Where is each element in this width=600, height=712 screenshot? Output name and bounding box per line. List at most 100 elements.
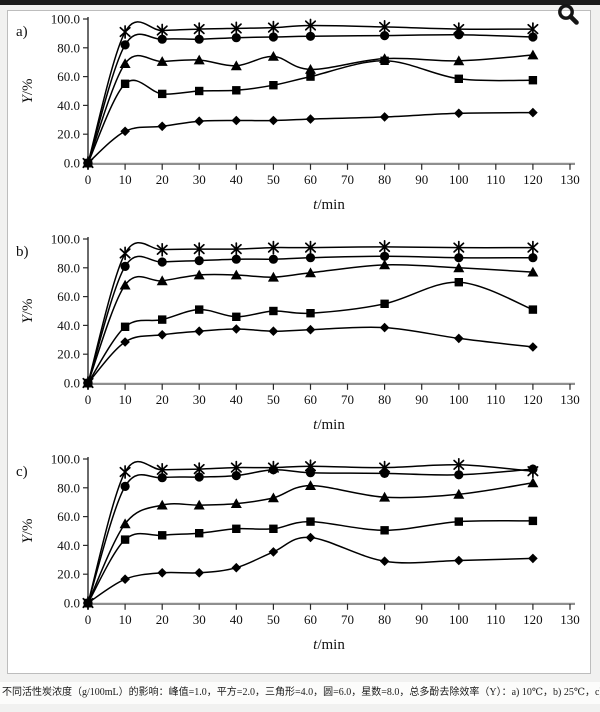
x-tick-label: 110: [486, 172, 505, 187]
zoom-icon[interactable]: [552, 1, 584, 31]
series-markers-diamond: [83, 107, 538, 168]
y-axis-label: Y/%: [20, 78, 36, 103]
y-tick-label: 20.0: [57, 347, 80, 362]
series-line-star: [87, 460, 533, 604]
x-axis-label: t/min: [313, 197, 345, 213]
x-tick-label: 130: [560, 172, 580, 187]
y-tick-label: 0.0: [64, 376, 80, 391]
series-line-square: [87, 60, 533, 164]
x-tick-label: 100: [449, 612, 469, 627]
series-markers-diamond: [83, 322, 538, 388]
x-tick-label: 50: [267, 612, 280, 627]
figure-panel: 0 10 20 30 40 50 60 70 80 90 100 110 120 130 0.0 20.0 40…: [7, 10, 591, 674]
x-tick-label: 110: [486, 392, 505, 407]
chart-c: 0 10 20 30 40 50 60 70 80 90 100 110 120 130 0.0 20.0 40…: [8, 451, 590, 671]
x-tick-label: 0: [85, 392, 92, 407]
x-tick-label: 60: [304, 172, 317, 187]
x-tick-label: 20: [156, 172, 169, 187]
series-markers-diamond: [83, 532, 538, 608]
x-tick-label: 40: [230, 612, 243, 627]
series-line-diamond: [87, 536, 533, 604]
panel-label: c): [16, 464, 28, 480]
x-tick-label: 90: [415, 612, 428, 627]
series-line-triangle: [87, 482, 534, 604]
x-tick-label: 90: [415, 172, 428, 187]
x-tick-label: 10: [119, 172, 132, 187]
series-markers-star: [82, 240, 539, 390]
x-tick-label: 10: [119, 392, 132, 407]
x-tick-label: 130: [560, 392, 580, 407]
chart-b: 0 10 20 30 40 50 60 70 80 90 100 110 120 130 0.0 20.0 40…: [8, 231, 590, 451]
x-tick-label: 30: [193, 172, 206, 187]
y-tick-label: 20.0: [57, 127, 80, 142]
x-tick-label: 90: [415, 392, 428, 407]
chart-svg-b): 0 10 20 30 40 50 60 70 80 90 100 110 120 130 0.0 20.0 40…: [16, 232, 580, 434]
series-line-star: [87, 241, 533, 384]
y-tick-label: 60.0: [57, 289, 80, 304]
x-axis-label: t/min: [313, 417, 345, 433]
x-tick-label: 80: [378, 612, 391, 627]
y-axis-label: Y/%: [20, 298, 36, 323]
x-tick-label: 80: [378, 172, 391, 187]
x-tick-label: 0: [85, 172, 92, 187]
x-tick-label: 70: [341, 172, 354, 187]
series-line-triangle: [87, 54, 533, 164]
x-tick-label: 40: [230, 172, 243, 187]
series-line-square: [87, 519, 533, 604]
x-tick-label: 120: [523, 172, 543, 187]
y-tick-label: 60.0: [57, 509, 80, 524]
x-tick-label: 30: [193, 612, 206, 627]
series-markers-circle: [83, 30, 538, 168]
y-tick-label: 60.0: [57, 69, 80, 84]
x-tick-label: 20: [156, 612, 169, 627]
chart-svg-a): 0 10 20 30 40 50 60 70 80 90 100 110 120 130 0.0 20.0 40…: [16, 12, 580, 214]
x-tick-label: 40: [230, 392, 243, 407]
chart-a: 0 10 20 30 40 50 60 70 80 90 100 110 120 130 0.0 20.0 40…: [8, 11, 590, 231]
series-line-square: [87, 281, 534, 384]
x-tick-label: 120: [523, 612, 543, 627]
x-tick-label: 100: [449, 172, 469, 187]
y-tick-label: 100.0: [51, 232, 80, 247]
x-tick-label: 10: [119, 612, 132, 627]
y-tick-label: 80.0: [57, 480, 80, 495]
series-line-circle: [87, 255, 533, 384]
x-tick-label: 70: [341, 392, 354, 407]
series-markers-triangle: [82, 477, 539, 608]
magnifier-glyph: [558, 4, 579, 25]
y-tick-label: 0.0: [64, 156, 80, 171]
x-axis-label: t/min: [313, 637, 345, 653]
y-tick-label: 40.0: [57, 318, 80, 333]
y-tick-label: 100.0: [51, 12, 80, 27]
series-line-diamond: [87, 326, 533, 384]
series-line-circle: [87, 468, 533, 604]
y-tick-label: 40.0: [57, 98, 80, 113]
x-tick-label: 70: [341, 612, 354, 627]
top-border: [0, 0, 600, 5]
y-tick-label: 20.0: [57, 567, 80, 582]
y-axis-label: Y/%: [20, 518, 36, 543]
y-tick-label: 100.0: [51, 452, 80, 467]
x-tick-label: 30: [193, 392, 206, 407]
series-markers-square: [83, 516, 538, 608]
x-tick-label: 50: [267, 392, 280, 407]
panel-label: b): [16, 244, 29, 260]
y-tick-label: 80.0: [57, 40, 80, 55]
y-tick-label: 0.0: [64, 596, 80, 611]
x-tick-label: 0: [85, 612, 92, 627]
y-tick-label: 40.0: [57, 538, 80, 553]
series-line-circle: [87, 33, 533, 164]
x-tick-label: 110: [486, 612, 505, 627]
series-line-triangle: [87, 263, 533, 384]
series-markers-star: [82, 457, 539, 610]
series-line-star: [87, 21, 533, 164]
x-tick-label: 60: [304, 612, 317, 627]
series-line-diamond: [87, 111, 533, 164]
panel-label: a): [16, 24, 28, 40]
figure-caption: 不同活性炭浓度（g/100mL）的影响：峰值=1.0，平方=2.0，三角形=4.…: [0, 682, 600, 704]
x-tick-label: 50: [267, 172, 280, 187]
x-tick-label: 80: [378, 392, 391, 407]
x-tick-label: 60: [304, 392, 317, 407]
series-markers-triangle: [82, 49, 539, 168]
x-tick-label: 130: [560, 612, 580, 627]
chart-svg-c): 0 10 20 30 40 50 60 70 80 90 100 110 120 130 0.0 20.0 40…: [16, 452, 580, 654]
